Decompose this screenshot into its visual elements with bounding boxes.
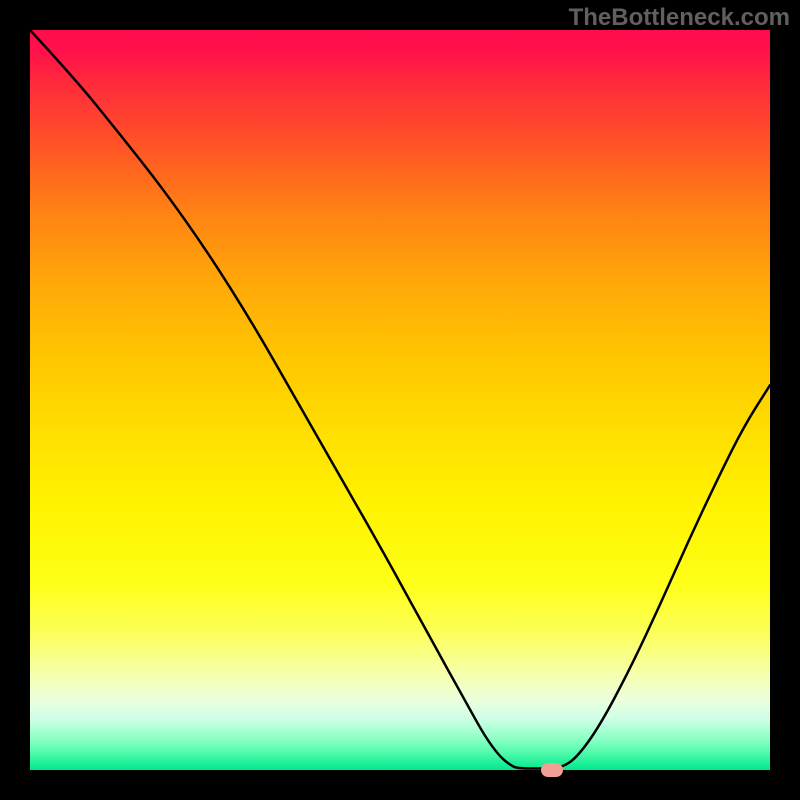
optimum-marker-icon [541, 763, 563, 777]
watermark-label: TheBottleneck.com [569, 4, 790, 32]
chart-container: TheBottleneck.com [0, 0, 800, 800]
bottleneck-curve [30, 30, 770, 770]
plot-area [30, 30, 770, 770]
curve-path [30, 30, 770, 769]
